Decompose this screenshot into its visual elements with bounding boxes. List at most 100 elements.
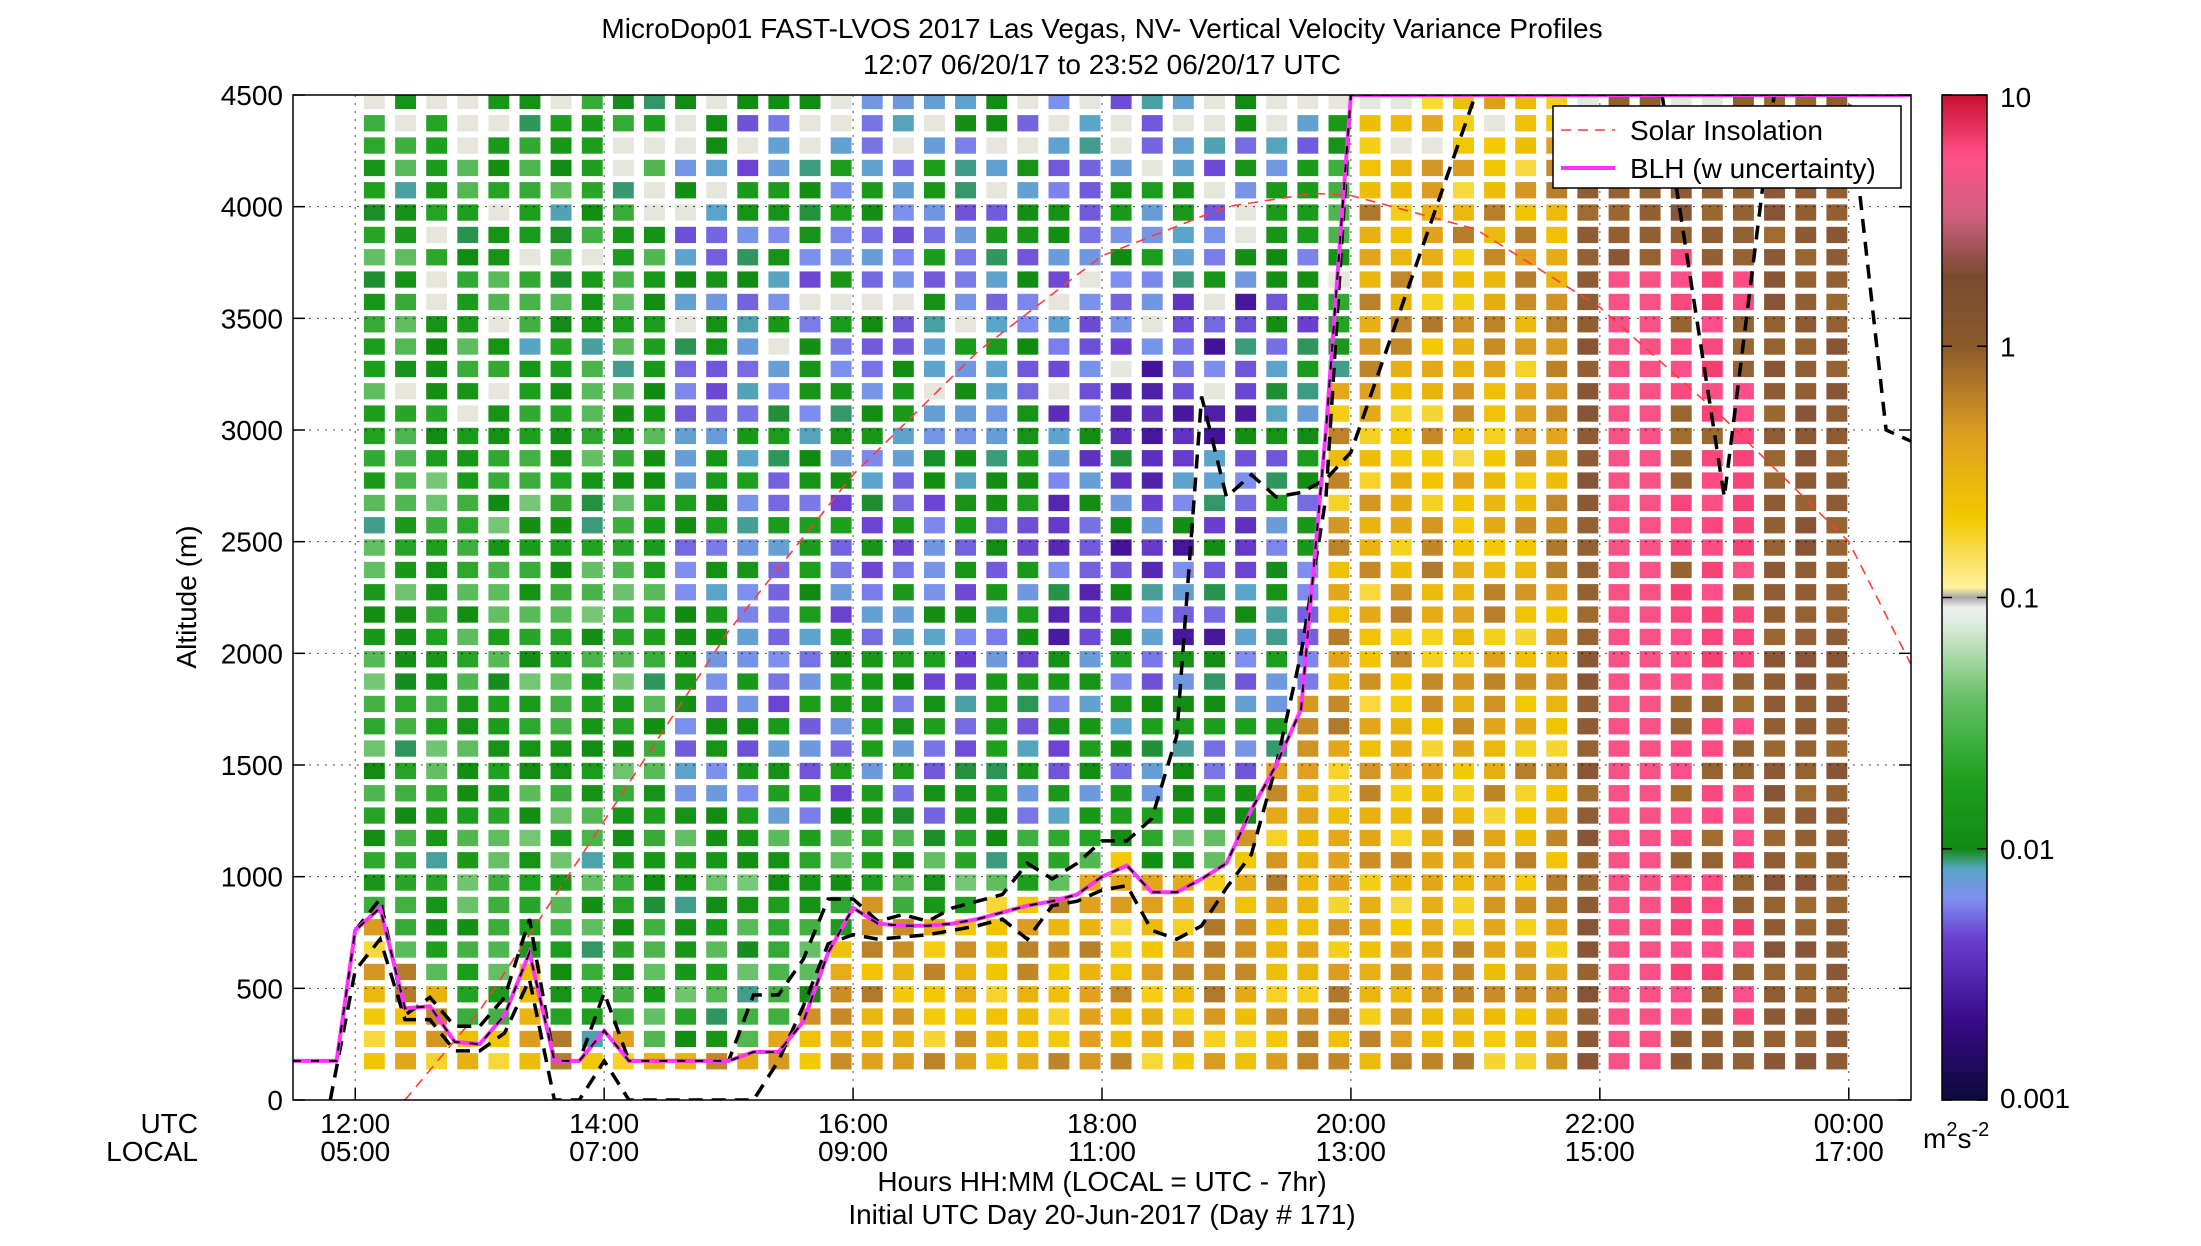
heatmap-cell [426, 472, 448, 489]
heatmap-cell [1764, 204, 1785, 221]
heatmap-cell [706, 963, 728, 981]
heatmap-cell [892, 874, 914, 891]
heatmap-cell [395, 941, 416, 958]
heatmap-cell [1359, 718, 1381, 735]
heatmap-cell [519, 204, 541, 221]
heatmap-cell [830, 517, 852, 534]
heatmap-cell [1453, 539, 1474, 556]
heatmap-cell [1421, 807, 1443, 824]
heatmap-cell [1079, 561, 1101, 579]
x-axis-label: Hours HH:MM (LOCAL = UTC - 7hr) [877, 1166, 1326, 1197]
heatmap-cell [1421, 896, 1443, 914]
heatmap-cell [737, 137, 759, 154]
heatmap-cell [1546, 606, 1568, 623]
heatmap-cell [612, 963, 634, 981]
heatmap-cell [955, 159, 976, 177]
heatmap-cell [1764, 718, 1785, 735]
heatmap-cell [986, 450, 1008, 467]
heatmap-cell [1639, 941, 1661, 958]
heatmap-cell [737, 628, 759, 646]
x-axis-label-day: Initial UTC Day 20-Jun-2017 (Day # 171) [848, 1199, 1355, 1230]
heatmap-cell [1764, 651, 1785, 668]
heatmap-cell [1764, 383, 1785, 400]
heatmap-cell [830, 874, 852, 891]
heatmap-cell [488, 137, 510, 154]
heatmap-cell [1484, 941, 1505, 958]
heatmap-cell [892, 606, 914, 623]
heatmap-cell [830, 584, 852, 601]
heatmap-cell [1172, 986, 1194, 1003]
heatmap-cell [1079, 338, 1101, 355]
heatmap-cell [1110, 159, 1132, 177]
heatmap-cell [955, 405, 976, 422]
heatmap-cell [706, 762, 728, 780]
heatmap-cell [581, 293, 603, 311]
heatmap-cell [1764, 494, 1785, 512]
heatmap-cell [1390, 1008, 1412, 1025]
heatmap-cell [1484, 293, 1505, 311]
heatmap-cell [1701, 919, 1723, 936]
heatmap-cell [861, 1008, 883, 1025]
heatmap-cell [1359, 494, 1381, 512]
heatmap-cell [799, 561, 821, 579]
heatmap-cell [1110, 405, 1132, 422]
heatmap-cell [550, 896, 572, 914]
heatmap-cell [1079, 182, 1101, 199]
heatmap-cell [1172, 762, 1194, 780]
heatmap-cell [457, 316, 479, 333]
heatmap-cell [1484, 919, 1505, 936]
heatmap-cell [1764, 561, 1785, 579]
heatmap-cell [955, 561, 976, 579]
heatmap-cell [1141, 427, 1163, 445]
heatmap-cell [581, 472, 603, 489]
heatmap-cell [1079, 941, 1101, 958]
heatmap-cell [457, 963, 479, 981]
heatmap-cell [768, 673, 790, 690]
heatmap-cell [426, 606, 448, 623]
heatmap-cell [955, 628, 976, 646]
heatmap-cell [1204, 740, 1225, 757]
heatmap-cell [550, 1008, 572, 1025]
heatmap-cell [1608, 293, 1630, 311]
heatmap-cell [1110, 695, 1132, 713]
heatmap-cell [1017, 115, 1039, 132]
heatmap-cell [768, 249, 790, 266]
heatmap-cell [1328, 1030, 1350, 1048]
heatmap-cell [644, 829, 665, 847]
heatmap-cell [1359, 95, 1381, 110]
heatmap-cell [1515, 785, 1537, 802]
heatmap-cell [675, 606, 696, 623]
heatmap-cell [799, 182, 821, 199]
heatmap-cell [1701, 807, 1723, 824]
heatmap-cell [457, 941, 479, 958]
heatmap-cell [488, 159, 510, 177]
heatmap-cell [1235, 628, 1257, 646]
heatmap-cell [1826, 963, 1848, 981]
heatmap-cell [955, 472, 976, 489]
heatmap-cell [1017, 450, 1039, 467]
heatmap-cell [1235, 874, 1257, 891]
heatmap-cell [1079, 829, 1101, 847]
heatmap-cell [550, 427, 572, 445]
heatmap-cell [1795, 1030, 1817, 1048]
heatmap-cell [457, 673, 479, 690]
heatmap-cell [1484, 584, 1505, 601]
heatmap-cell [1577, 852, 1599, 869]
heatmap-cell [1670, 785, 1692, 802]
heatmap-cell [1701, 383, 1723, 400]
heatmap-cell [706, 986, 728, 1003]
heatmap-cell [550, 405, 572, 422]
legend: Solar Insolation BLH (w uncertainty) [1552, 105, 1902, 189]
heatmap-cell [581, 963, 603, 981]
heatmap-cell [1235, 740, 1257, 757]
heatmap-cell [768, 316, 790, 333]
heatmap-cell [519, 249, 541, 266]
heatmap-cell [1235, 919, 1257, 936]
heatmap-cell [1328, 941, 1350, 958]
heatmap-cell [799, 517, 821, 534]
heatmap-cell [644, 115, 665, 132]
heatmap-cell [768, 807, 790, 824]
heatmap-cell [612, 986, 634, 1003]
heatmap-cell [457, 405, 479, 422]
heatmap-cell [457, 785, 479, 802]
